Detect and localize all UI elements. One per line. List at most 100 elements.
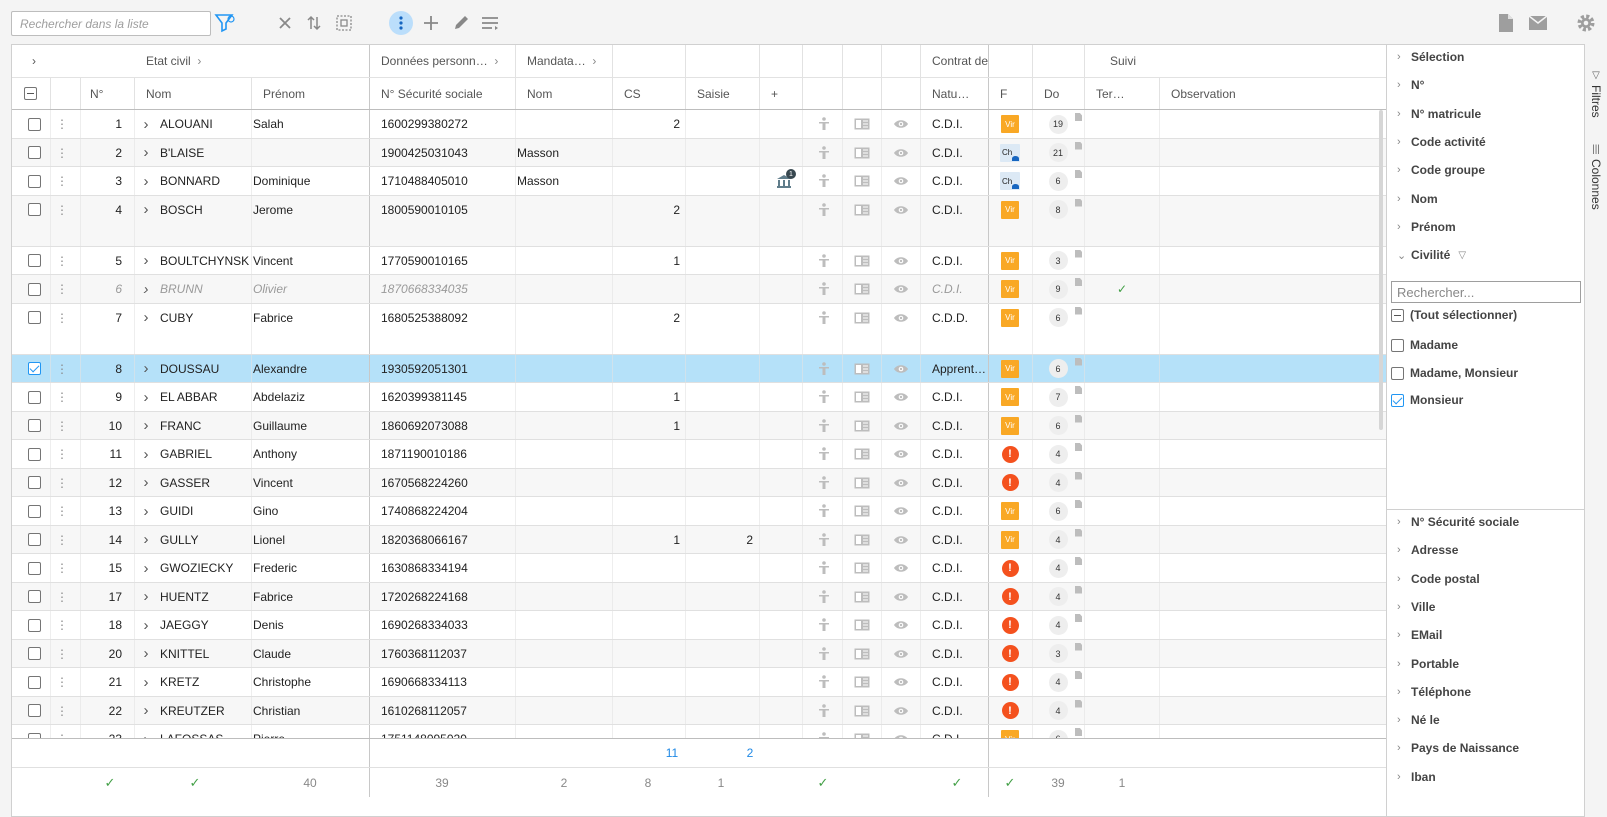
card-icon[interactable]	[850, 697, 874, 725]
person-icon[interactable]	[812, 526, 836, 554]
cell-do[interactable]: 4	[1046, 611, 1070, 639]
eye-icon[interactable]	[889, 668, 913, 696]
eye-icon[interactable]	[889, 640, 913, 668]
person-icon[interactable]	[812, 583, 836, 611]
row-menu-dots-icon[interactable]: ⋮	[56, 646, 68, 661]
document-count-badge[interactable]: 4	[1048, 530, 1068, 549]
row-checkbox-cell[interactable]	[24, 355, 44, 383]
mini-document-icon[interactable]	[1075, 614, 1082, 622]
document-count-badge[interactable]: 9	[1048, 279, 1068, 299]
cell-do[interactable]: 3	[1046, 247, 1070, 275]
row-menu-dots-icon[interactable]: ⋮	[56, 310, 68, 325]
person-icon[interactable]	[812, 355, 836, 383]
row-checkbox[interactable]	[27, 203, 41, 216]
expand-groups-chevron-icon[interactable]: ›	[32, 54, 36, 68]
table-row[interactable]: ⋮ 1 › ALOUANI Salah 1600299380272 2 C.D.I. Vir 19	[12, 110, 1386, 139]
row-menu-dots-icon[interactable]: ⋮	[56, 703, 68, 718]
header-mandataire-nom[interactable]: Nom	[527, 86, 553, 101]
row-checkbox[interactable]	[27, 117, 41, 131]
filter-item[interactable]: › EMail	[1397, 625, 1442, 645]
filter-item[interactable]: › Ville	[1397, 597, 1435, 617]
document-count-badge[interactable]: 6	[1048, 416, 1068, 435]
virement-badge[interactable]: Vir	[1001, 115, 1019, 133]
row-checkbox[interactable]	[27, 590, 41, 603]
cell-do[interactable]: 3	[1046, 640, 1070, 668]
row-checkbox[interactable]	[27, 282, 41, 296]
filter-item[interactable]: › Prénom	[1397, 217, 1456, 237]
virement-badge[interactable]: Vir	[1001, 251, 1019, 270]
row-menu-dots-icon[interactable]: ⋮	[56, 589, 68, 604]
row-menu-dots-icon[interactable]: ⋮	[56, 390, 68, 404]
row-checkbox[interactable]	[27, 174, 41, 188]
virement-badge[interactable]: Vir	[1001, 280, 1019, 298]
row-checkbox[interactable]	[27, 504, 41, 518]
card-icon[interactable]	[850, 110, 874, 138]
cell-f[interactable]: !	[997, 640, 1023, 668]
mini-document-icon[interactable]	[1075, 671, 1082, 679]
row-checkbox[interactable]	[27, 675, 41, 689]
tab-filtres[interactable]: ▽ Filtres	[1589, 70, 1603, 118]
filter-item[interactable]: › Téléphone	[1397, 682, 1471, 702]
filter-option[interactable]: Madame	[1391, 335, 1458, 355]
document-count-badge[interactable]: 6	[1048, 359, 1068, 378]
mini-document-icon[interactable]	[1075, 357, 1082, 366]
header-f[interactable]: F	[1000, 86, 1008, 101]
row-checkbox[interactable]	[27, 311, 41, 324]
cell-f[interactable]: !	[997, 554, 1023, 582]
card-icon[interactable]	[850, 440, 874, 468]
document-count-badge[interactable]: 7	[1048, 387, 1068, 407]
table-row[interactable]: ⋮ 15 › GWOZIECKY Frederic 1630868334194 C.D.I.…	[12, 554, 1386, 583]
bank-icon[interactable]: 1	[772, 167, 796, 195]
cell-f[interactable]: !	[997, 668, 1023, 696]
document-count-badge[interactable]: 19	[1048, 114, 1068, 134]
person-icon[interactable]	[812, 304, 836, 332]
filter-option-checkbox[interactable]	[1391, 366, 1404, 380]
row-menu-dots-icon[interactable]: ⋮	[56, 532, 68, 547]
warning-icon[interactable]: !	[1001, 588, 1019, 605]
row-menu-dots-icon[interactable]: ⋮	[56, 253, 68, 268]
card-icon[interactable]	[850, 611, 874, 639]
mini-document-icon[interactable]	[1075, 443, 1082, 451]
eye-icon[interactable]	[889, 554, 913, 582]
more-options-icon[interactable]	[388, 10, 414, 36]
header-nom[interactable]: Nom	[146, 86, 172, 101]
cell-f[interactable]: Vir	[997, 526, 1023, 554]
document-count-badge[interactable]: 8	[1048, 200, 1068, 219]
header-num[interactable]: N°	[90, 86, 104, 101]
document-count-badge[interactable]: 6	[1048, 501, 1068, 521]
cell-do[interactable]: 6	[1046, 497, 1070, 525]
header-ter[interactable]: Ter…	[1096, 86, 1125, 101]
expand-row-chevron-icon[interactable]: ›	[143, 115, 149, 133]
table-row[interactable]: ⋮ 3 › BONNARD Dominique 1710488405010 Masson 1 C…	[12, 167, 1386, 196]
mini-document-icon[interactable]	[1075, 642, 1082, 651]
card-icon[interactable]	[850, 640, 874, 668]
row-menu-dots-icon[interactable]: ⋮	[56, 504, 68, 518]
filter-option-checkbox[interactable]	[1391, 308, 1404, 322]
card-icon[interactable]	[850, 526, 874, 554]
filter-option[interactable]: Monsieur	[1391, 390, 1463, 410]
mini-document-icon[interactable]	[1075, 528, 1082, 537]
cell-do[interactable]: 4	[1046, 697, 1070, 725]
card-icon[interactable]	[850, 383, 874, 411]
eye-icon[interactable]	[889, 247, 913, 275]
filter-option[interactable]: Madame, Monsieur	[1391, 363, 1518, 383]
row-checkbox-cell[interactable]	[24, 275, 44, 303]
card-icon[interactable]	[850, 668, 874, 696]
mini-document-icon[interactable]	[1075, 249, 1082, 258]
row-checkbox-cell[interactable]	[24, 611, 44, 639]
group-suivi[interactable]: Suivi	[1110, 54, 1137, 68]
select-all-checkbox[interactable]	[24, 87, 37, 100]
eye-icon[interactable]	[889, 526, 913, 554]
row-checkbox-cell[interactable]	[24, 383, 44, 411]
group-contrat[interactable]: Contrat de	[932, 54, 989, 68]
expand-row-chevron-icon[interactable]: ›	[143, 280, 149, 298]
row-menu-dots-icon[interactable]: ⋮	[56, 675, 68, 689]
expand-row-chevron-icon[interactable]: ›	[143, 388, 149, 406]
person-icon[interactable]	[812, 697, 836, 725]
eye-icon[interactable]	[889, 110, 913, 138]
virement-badge[interactable]: Vir	[1001, 530, 1019, 549]
filter-item[interactable]: › Code groupe	[1397, 160, 1485, 180]
virement-badge[interactable]: Vir	[1001, 359, 1019, 378]
group-mandataire[interactable]: Mandata… ›	[527, 54, 597, 68]
cell-f[interactable]: Vir	[997, 275, 1023, 303]
